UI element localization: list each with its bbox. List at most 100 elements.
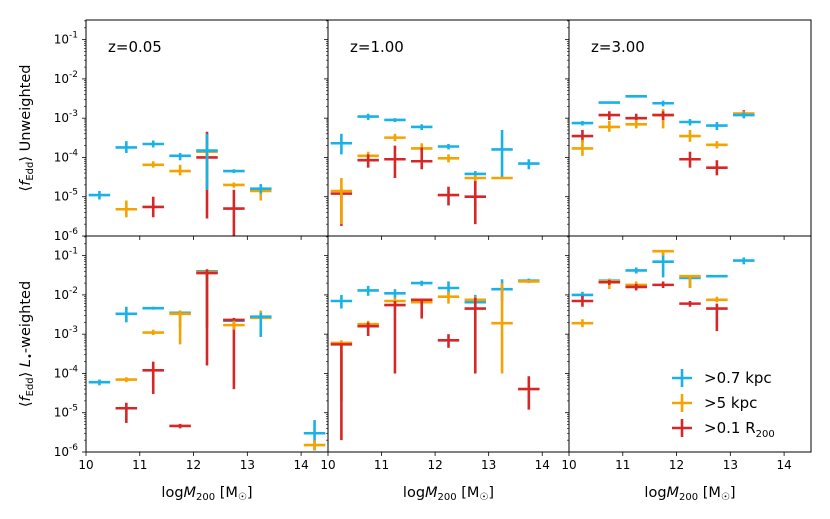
errorbar-5-kpc (223, 320, 245, 330)
y-tick-label: 10-5 (54, 188, 78, 204)
errorbar-5-kpc (437, 291, 460, 304)
errorbar-0-7-kpc (250, 312, 272, 337)
errorbar-0-1-r200 (357, 154, 379, 168)
points-r1-c2 (571, 249, 755, 332)
points-r1-c1 (330, 278, 540, 441)
errorbar-0-7-kpc (625, 267, 647, 274)
errorbar-0-1-r200 (142, 361, 164, 394)
errorbar-0-7-kpc (330, 133, 353, 155)
errorbar-0-1-r200 (169, 423, 191, 429)
points-r0-c1 (330, 113, 540, 226)
legend-item: >0.7 kpc (672, 369, 772, 387)
errorbar-0-7-kpc (571, 120, 594, 126)
errorbar-0-1-r200 (679, 151, 701, 168)
x-tick-label: 14 (293, 458, 308, 472)
errorbar-0-7-kpc (652, 100, 674, 107)
errorbar-5-kpc (169, 310, 191, 345)
errorbar-0-7-kpc (88, 379, 111, 386)
legend: >0.7 kpc >5 kpc >0.1 R200 (672, 369, 775, 440)
x-tick-label: 11 (374, 458, 389, 472)
x-tick-label: 12 (669, 458, 684, 472)
errorbar-0-1-r200 (706, 303, 728, 332)
errorbar-0-7-kpc (411, 280, 433, 286)
errorbar-5-kpc (169, 164, 191, 176)
errorbar-0-7-kpc (169, 152, 191, 161)
errorbar-0-7-kpc (88, 190, 111, 200)
legend-label: >5 kpc (704, 394, 757, 412)
errorbar-0-1-r200 (142, 196, 164, 218)
errorbar-0-1-r200 (518, 376, 540, 410)
errorbar-5-kpc (330, 177, 353, 225)
errorbar-0-1-r200 (598, 279, 621, 285)
errorbar-0-1-r200 (384, 145, 406, 178)
errorbar-5-kpc (115, 200, 138, 218)
y-tick-label: 10-4 (54, 148, 79, 164)
redshift-annotation: z=0.05 (108, 38, 162, 56)
errorbar-0-1-r200 (115, 402, 138, 423)
errorbar-5-kpc (598, 120, 621, 132)
x-tick-label: 13 (240, 458, 255, 472)
errorbar-0-1-r200 (652, 111, 674, 120)
errorbar-0-1-r200 (571, 130, 594, 142)
errorbar-5-kpc (571, 139, 594, 156)
x-tick-label: 12 (427, 458, 442, 472)
errorbar-0-7-kpc (384, 289, 406, 299)
y-tick-label: 10-3 (54, 325, 78, 341)
errorbar-0-1-r200 (411, 147, 433, 170)
errorbar-0-1-r200 (464, 297, 486, 374)
y-tick-label: 10-1 (54, 247, 78, 263)
errorbar-0-1-r200 (357, 322, 379, 336)
errorbar-5-kpc (518, 279, 540, 284)
errorbar-0-7-kpc (384, 118, 406, 122)
errorbar-0-7-kpc (250, 184, 272, 194)
errorbar-0-1-r200 (598, 111, 621, 120)
x-tick-label: 11 (615, 458, 630, 472)
errorbar-0-7-kpc (142, 306, 164, 310)
x-tick-label: 14 (776, 458, 791, 472)
errorbar-0-1-r200 (437, 186, 460, 206)
errorbar-0-1-r200 (223, 317, 245, 390)
y-tick-label: 10-3 (54, 109, 78, 125)
redshift-annotation: z=1.00 (350, 38, 404, 56)
errorbar-0-7-kpc (115, 306, 138, 323)
errorbar-5-kpc (437, 154, 460, 163)
points-r0-c0 (88, 131, 272, 236)
y-axis-label-weighted: ⟨fEdd⟩ L•-weighted (18, 281, 36, 407)
x-tick-label: 14 (535, 458, 550, 472)
panel-r1-c2: 10 11 12 13 14 (561, 235, 812, 472)
errorbar-0-7-kpc (437, 144, 460, 150)
errorbar-0-1-r200 (571, 295, 594, 307)
x-tick-label: 10 (78, 458, 93, 472)
errorbar-0-7-kpc (357, 285, 379, 296)
errorbar-0-1-r200 (196, 269, 218, 366)
legend-item: >0.1 R200 (672, 419, 775, 440)
legend-label: >0.7 kpc (704, 369, 772, 387)
y-tick-label: 10-6 (54, 443, 79, 459)
errorbar-5-kpc (652, 249, 674, 256)
y-tick-label: 10-4 (54, 364, 79, 380)
errorbar-0-1-r200 (679, 300, 701, 307)
x-tick-label: 13 (723, 458, 738, 472)
errorbar-0-7-kpc (196, 133, 218, 190)
errorbar-5-kpc (223, 182, 245, 188)
errorbar-0-1-r200 (384, 300, 406, 374)
y-axis-label-unweighted: ⟨fEdd⟩ Unweighted (18, 65, 36, 192)
errorbar-5-kpc (679, 274, 701, 288)
errorbar-0-1-r200 (706, 160, 728, 176)
x-tick-label: 10 (561, 458, 576, 472)
errorbar-0-1-r200 (411, 298, 433, 319)
errorbar-0-1-r200 (223, 189, 245, 236)
x-tick-label: 10 (320, 458, 335, 472)
x-axis-label: logM200 [M☉] (644, 485, 735, 503)
errorbar-0-7-kpc (733, 257, 755, 265)
errorbar-5-kpc (142, 161, 164, 168)
errorbar-0-1-r200 (330, 342, 353, 441)
x-tick-label: 11 (132, 458, 147, 472)
errorbar-0-7-kpc (679, 119, 701, 126)
y-tick-label: 10-2 (54, 70, 78, 86)
errorbar-0-7-kpc (733, 112, 755, 119)
errorbar-0-1-r200 (464, 181, 486, 225)
errorbar-0-1-r200 (625, 283, 647, 291)
legend-label: >0.1 R200 (704, 419, 775, 440)
